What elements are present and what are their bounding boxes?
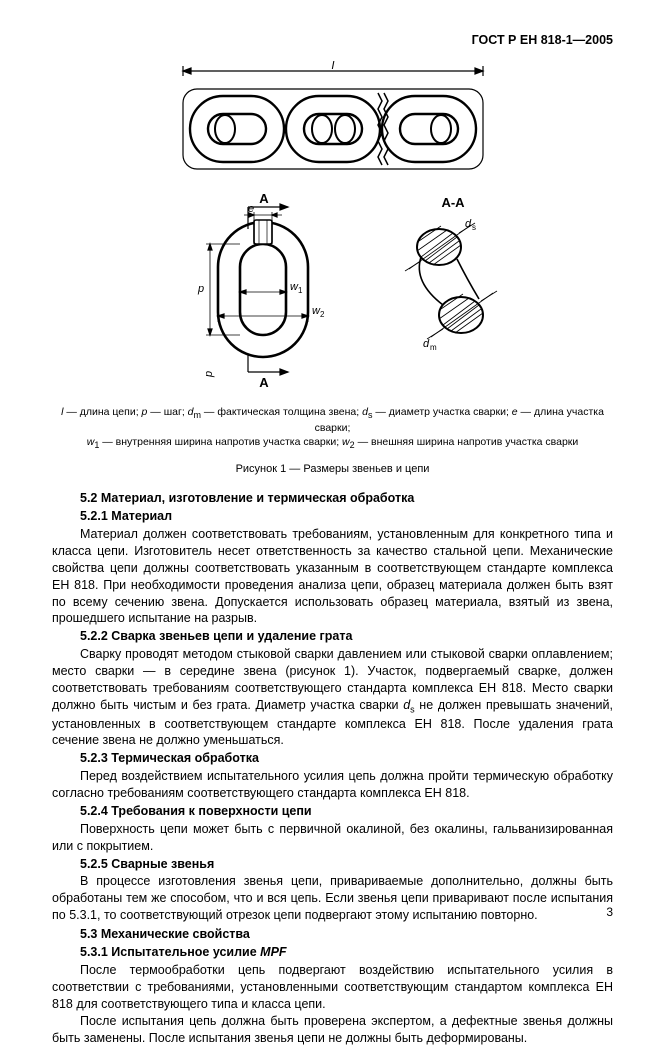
heading-5-2-1: 5.2.1 Материал: [52, 508, 613, 525]
svg-text:2: 2: [320, 310, 325, 319]
figure-legend: l — длина цепи; p — шаг; dm — фактическа…: [52, 405, 613, 452]
heading-5-3-1: 5.3.1 Испытательное усилие MPF: [52, 944, 613, 961]
figure-chain-detail: A A-A: [52, 187, 613, 397]
para-5-2-3: Перед воздействием испытательного усилия…: [52, 768, 613, 802]
svg-text:e: e: [248, 203, 254, 215]
heading-5-2: 5.2 Материал, изготовление и термическая…: [52, 490, 613, 507]
para-5-2-2: Сварку проводят методом стыковой сварки …: [52, 646, 613, 749]
svg-text:A-A: A-A: [441, 195, 465, 210]
page-number: 3: [606, 904, 613, 920]
heading-5-2-4: 5.2.4 Требования к поверхности цепи: [52, 803, 613, 820]
svg-text:d: d: [465, 218, 472, 230]
heading-5-2-2: 5.2.2 Сварка звеньев цепи и удаление гра…: [52, 628, 613, 645]
svg-text:l: l: [331, 61, 334, 72]
heading-5-2-3: 5.2.3 Термическая обработка: [52, 750, 613, 767]
heading-5-2-5: 5.2.5 Сварные звенья: [52, 856, 613, 873]
svg-text:A: A: [259, 375, 269, 390]
svg-text:1: 1: [298, 286, 303, 295]
para-5-3-1-a: После термообработки цепь подвергают воз…: [52, 962, 613, 1013]
para-5-2-5: В процессе изготовления звенья цепи, при…: [52, 873, 613, 924]
document-header: ГОСТ Р ЕН 818-1—2005: [52, 32, 613, 49]
para-5-2-1: Материал должен соответствовать требован…: [52, 526, 613, 627]
svg-text:A: A: [259, 191, 269, 206]
svg-text:p: p: [197, 283, 204, 295]
figure-caption: Рисунок 1 — Размеры звеньев и цепи: [52, 462, 613, 477]
heading-5-3: 5.3 Механические свойства: [52, 926, 613, 943]
svg-text:p: p: [203, 371, 215, 378]
para-5-2-4: Поверхность цепи может быть с первичной …: [52, 821, 613, 855]
svg-text:d: d: [423, 338, 430, 350]
para-5-3-1-b: После испытания цепь должна быть провере…: [52, 1013, 613, 1047]
svg-text:m: m: [430, 343, 437, 352]
figure-chain-top: l: [52, 61, 613, 181]
svg-text:s: s: [472, 223, 476, 232]
